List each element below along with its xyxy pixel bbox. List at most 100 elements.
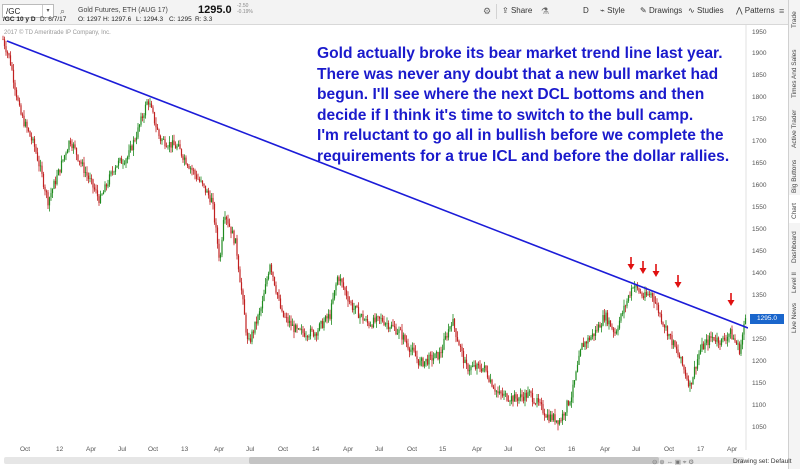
candle-body [161, 139, 163, 142]
candle-body [389, 327, 391, 329]
candle-body [275, 285, 277, 293]
candle-body [471, 366, 474, 367]
tab-active-trader[interactable]: Active Trader [789, 100, 800, 150]
candle-body [147, 101, 150, 105]
menu-icon[interactable]: ≡ [779, 6, 785, 16]
price-chart[interactable] [0, 25, 748, 450]
candle-body [228, 223, 231, 227]
patterns-button[interactable]: ⋀ Patterns [736, 6, 775, 16]
time-tick: Jul [375, 446, 384, 453]
candle-body [398, 329, 400, 334]
candle-body [149, 103, 151, 105]
time-axis[interactable]: Oct 12 Apr Jul Oct 13 Apr Jul Oct 14 Apr… [0, 445, 748, 457]
candle-body [80, 161, 82, 164]
candle-body [396, 333, 399, 335]
candle-body [23, 115, 25, 127]
down-arrow-icon[interactable] [727, 300, 735, 306]
tab-trade[interactable]: Trade [789, 0, 800, 30]
candle-body [104, 184, 106, 193]
candle-body [470, 366, 472, 371]
time-tick: Oct [535, 446, 546, 453]
candle-body [17, 97, 19, 101]
drawing-set-selector[interactable]: Drawing set: Default [733, 458, 792, 465]
candle-body [735, 341, 738, 345]
candle-body [650, 293, 652, 295]
candle-body [236, 238, 238, 256]
annotation-text[interactable]: Gold actually broke its bear market tren… [317, 44, 737, 167]
annotation-line: decide if I think it's time to switch to… [317, 106, 694, 124]
candle-body [581, 343, 583, 350]
candle-body [38, 160, 40, 167]
candle-body [308, 336, 310, 338]
candle-body [203, 183, 205, 186]
candle-body [513, 394, 516, 402]
candle-body [216, 227, 219, 244]
style-button[interactable]: ⌁ Style [600, 6, 625, 16]
symbol-input[interactable]: /GC ▾ [2, 4, 54, 18]
down-arrow-icon[interactable] [639, 268, 647, 274]
candle-body [591, 333, 594, 337]
candle-body [698, 353, 700, 360]
chart-scrollbar[interactable] [4, 457, 744, 464]
period-button[interactable]: D [583, 6, 589, 16]
candle-body [387, 322, 390, 329]
chevron-down-icon[interactable]: ▾ [42, 5, 53, 17]
candle-body [198, 179, 201, 182]
candle-body [657, 304, 660, 314]
price-tick: 1500 [752, 226, 767, 233]
candle-body [77, 154, 79, 161]
time-tick: 15 [439, 446, 447, 453]
candle-body [455, 328, 457, 338]
search-icon[interactable]: ⌕ [60, 6, 66, 16]
candle-body [479, 365, 481, 370]
bear-trendline[interactable] [6, 40, 748, 329]
candle-body [696, 359, 699, 369]
candle-body [44, 186, 46, 192]
studies-button[interactable]: ∿ Studies [688, 6, 724, 16]
candle-body [65, 153, 67, 156]
tab-times-and-sales[interactable]: Times And Sales [789, 30, 800, 100]
info-high: H: 1297.6 [103, 16, 132, 23]
down-arrow-icon[interactable] [652, 271, 660, 277]
candle-body [624, 305, 627, 307]
candle-body [651, 293, 654, 297]
tab-chart[interactable]: Chart [789, 195, 800, 223]
candle-body [540, 402, 543, 405]
tab-live-news[interactable]: Live News [789, 295, 800, 335]
share-button[interactable]: ⇪ Share [502, 6, 532, 16]
candle-body [560, 420, 562, 421]
time-tick: Apr [214, 446, 225, 453]
chart-symbol-period[interactable]: /GC 10 y D [3, 16, 36, 23]
scrollbar-thumb[interactable] [249, 457, 659, 464]
copyright-text: 2017 © TD Ameritrade IP Company, Inc. [4, 30, 111, 36]
candle-body [291, 324, 294, 326]
candle-body [180, 149, 183, 156]
zoom-controls[interactable]: ⊖ ⊕ ⇔ ▣ ⌖ ⚙ [652, 459, 695, 466]
tab-big-buttons[interactable]: Big Buttons [789, 150, 800, 195]
candle-body [311, 328, 313, 331]
candle-body [710, 336, 712, 338]
drawings-button[interactable]: ✎ Drawings [640, 6, 682, 16]
last-price-marker: 1295.0 [750, 314, 784, 324]
candle-body [84, 172, 87, 173]
candle-body [531, 393, 534, 402]
candle-body [474, 365, 477, 369]
candle-body [564, 412, 567, 416]
candle-body [213, 203, 216, 223]
down-arrow-icon[interactable] [627, 264, 635, 270]
candle-body [225, 217, 228, 220]
tab-dashboard[interactable]: Dashboard [789, 223, 800, 265]
candle-body [549, 414, 552, 422]
candle-body [435, 351, 438, 354]
candle-body [446, 336, 448, 338]
candle-body [140, 116, 142, 125]
down-arrow-icon[interactable] [674, 282, 682, 288]
gear-icon[interactable]: ⚙ [483, 6, 492, 16]
candle-body [587, 337, 589, 344]
candle-body [578, 355, 580, 365]
tab-level-ii[interactable]: Level II [789, 265, 800, 295]
price-axis[interactable] [748, 25, 788, 450]
candle-body [582, 343, 585, 347]
flask-icon[interactable]: ⚗ [541, 6, 550, 16]
candle-body [114, 167, 117, 172]
